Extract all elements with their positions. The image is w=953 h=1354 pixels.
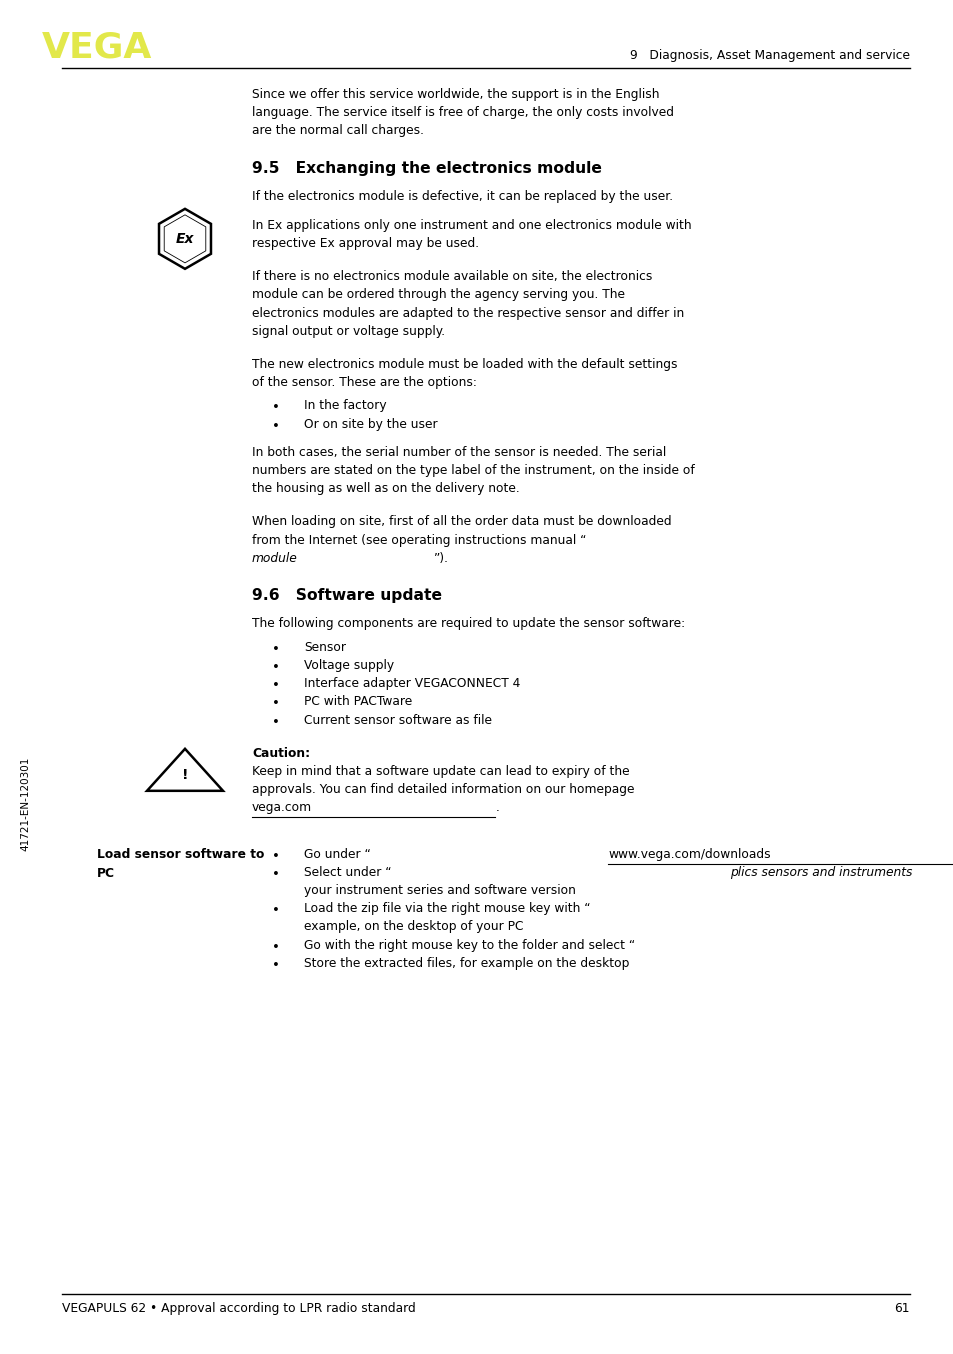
Text: PC with PACTware: PC with PACTware [304,696,412,708]
Text: •: • [272,697,279,711]
Text: Go with the right mouse key to the folder and select “: Go with the right mouse key to the folde… [304,938,635,952]
Text: signal output or voltage supply.: signal output or voltage supply. [252,325,445,338]
Text: Voltage supply: Voltage supply [304,659,394,672]
Text: Go under “: Go under “ [304,848,371,861]
Text: •: • [272,868,279,881]
Text: www.vega.com/downloads: www.vega.com/downloads [607,848,770,861]
Text: Sensor: Sensor [304,640,346,654]
Text: language. The service itself is free of charge, the only costs involved: language. The service itself is free of … [252,106,673,119]
Text: numbers are stated on the type label of the instrument, on the inside of: numbers are stated on the type label of … [252,464,694,477]
Text: the housing as well as on the delivery note.: the housing as well as on the delivery n… [252,482,519,496]
Text: •: • [272,941,279,953]
Text: •: • [272,849,279,862]
Text: •: • [272,420,279,433]
Text: VEGA: VEGA [42,30,152,64]
Text: plics sensors and instruments: plics sensors and instruments [729,865,911,879]
Text: In the factory: In the factory [304,399,386,413]
Text: approvals. You can find detailed information on our homepage: approvals. You can find detailed informa… [252,783,638,796]
Text: 9.6   Software update: 9.6 Software update [252,588,441,603]
Text: module: module [252,552,297,565]
Text: In both cases, the serial number of the sensor is needed. The serial: In both cases, the serial number of the … [252,445,665,459]
Text: •: • [272,661,279,674]
Text: 9   Diagnosis, Asset Management and service: 9 Diagnosis, Asset Management and servic… [629,49,909,62]
Text: When loading on site, first of all the order data must be downloaded: When loading on site, first of all the o… [252,516,671,528]
Text: Caution:: Caution: [252,747,310,760]
Text: Store the extracted files, for example on the desktop: Store the extracted files, for example o… [304,957,629,969]
Text: Since we offer this service worldwide, the support is in the English: Since we offer this service worldwide, t… [252,88,659,102]
Text: In Ex applications only one instrument and one electronics module with: In Ex applications only one instrument a… [252,219,691,232]
Text: Interface adapter VEGACONNECT 4: Interface adapter VEGACONNECT 4 [304,677,519,691]
Text: •: • [272,680,279,692]
Text: example, on the desktop of your PC: example, on the desktop of your PC [304,921,523,933]
Text: 61: 61 [894,1303,909,1315]
Text: !: ! [182,768,188,781]
Text: Select under “: Select under “ [304,865,392,879]
Text: 41721-EN-120301: 41721-EN-120301 [20,757,30,852]
Text: •: • [272,401,279,414]
Text: Load the zip file via the right mouse key with “: Load the zip file via the right mouse ke… [304,902,590,915]
Text: •: • [272,959,279,972]
Text: .: . [495,802,498,814]
Text: ”).: ”). [434,552,449,565]
Text: of the sensor. These are the options:: of the sensor. These are the options: [252,376,476,389]
Text: Or on site by the user: Or on site by the user [304,417,437,431]
Text: •: • [272,904,279,917]
Text: from the Internet (see operating instructions manual “: from the Internet (see operating instruc… [252,533,586,547]
Text: •: • [272,716,279,728]
Text: are the normal call charges.: are the normal call charges. [252,125,423,137]
Text: The new electronics module must be loaded with the default settings: The new electronics module must be loade… [252,357,677,371]
Text: Keep in mind that a software update can lead to expiry of the: Keep in mind that a software update can … [252,765,629,779]
Text: VEGAPULS 62 • Approval according to LPR radio standard: VEGAPULS 62 • Approval according to LPR … [62,1303,416,1315]
Text: If the electronics module is defective, it can be replaced by the user.: If the electronics module is defective, … [252,190,673,203]
Text: Load sensor software to
PC: Load sensor software to PC [97,848,264,880]
Text: vega.com: vega.com [252,802,312,814]
Text: •: • [272,643,279,655]
Text: electronics modules are adapted to the respective sensor and differ in: electronics modules are adapted to the r… [252,306,683,320]
Text: module can be ordered through the agency serving you. The: module can be ordered through the agency… [252,288,624,302]
Text: Current sensor software as file: Current sensor software as file [304,714,492,727]
Text: If there is no electronics module available on site, the electronics: If there is no electronics module availa… [252,271,652,283]
Text: respective Ex approval may be used.: respective Ex approval may be used. [252,237,478,250]
Text: 9.5   Exchanging the electronics module: 9.5 Exchanging the electronics module [252,161,601,176]
Text: your instrument series and software version: your instrument series and software vers… [304,884,576,896]
Text: Ex: Ex [175,232,194,246]
Text: The following components are required to update the sensor software:: The following components are required to… [252,617,684,630]
